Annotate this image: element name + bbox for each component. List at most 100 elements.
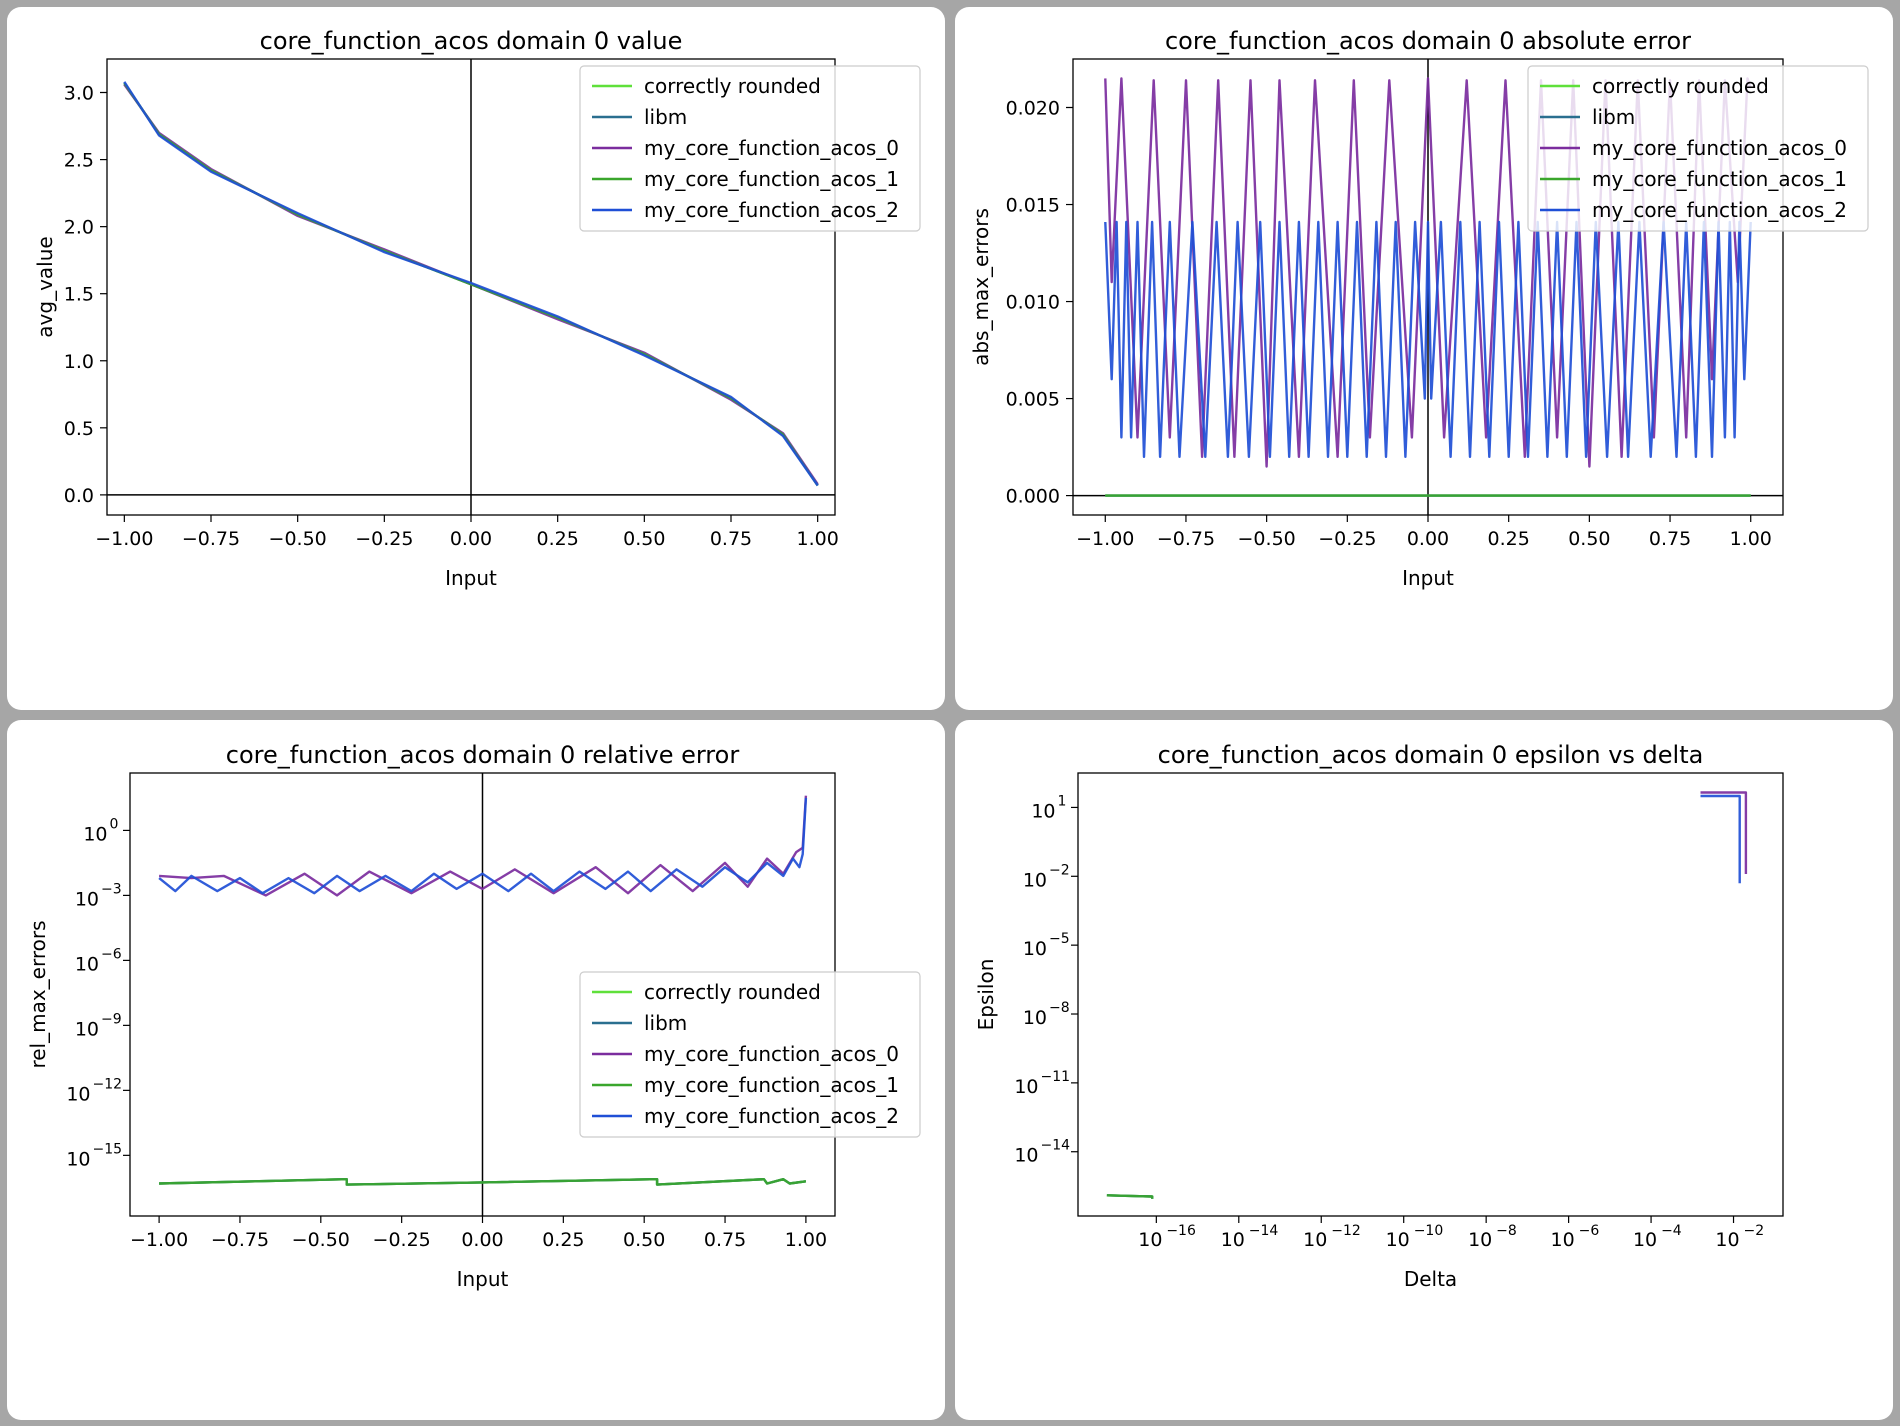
x-tick-label: −0.75 [1157, 528, 1215, 550]
y-tick-exponent: −6 [101, 946, 122, 962]
x-tick-label: −0.50 [1238, 528, 1296, 550]
y-tick-label: 10 [1014, 1076, 1038, 1098]
legend-box [579, 65, 921, 232]
relative-error-chart: core_function_acos domain 0 relative err… [26, 741, 921, 1291]
y-tick-label: 10 [1031, 800, 1055, 822]
legend-box [1527, 65, 1869, 232]
y-tick-exponent: −3 [101, 881, 122, 897]
y-tick-exponent: −5 [1049, 931, 1070, 947]
x-tick-label: −0.75 [182, 528, 240, 550]
x-tick-label: 0.00 [1407, 528, 1449, 550]
legend-label: libm [644, 1011, 687, 1035]
y-tick-exponent: −14 [1041, 1138, 1071, 1154]
x-tick-label: 10 [1221, 1229, 1245, 1251]
legend-label: my_core_function_acos_1 [1592, 167, 1847, 191]
x-tick-label: 0.25 [1488, 528, 1530, 550]
plot-frame [1077, 772, 1784, 1217]
legend-label: my_core_function_acos_2 [1592, 198, 1847, 222]
epsilon-vs-delta-chart: core_function_acos domain 0 epsilon vs d… [974, 741, 1784, 1291]
series-line-my-core-function-acos-2 [123, 81, 819, 487]
y-tick-label: 0.000 [1006, 486, 1060, 508]
series-line-my-core-function-acos-1 [1106, 1194, 1154, 1199]
x-axis-label: Input [445, 566, 497, 590]
x-tick-label: 0.25 [537, 528, 579, 550]
x-tick-label: −1.00 [1076, 528, 1134, 550]
x-axis-label: Input [457, 1267, 509, 1291]
series-line-my-core-function-acos-2 [1700, 794, 1741, 884]
x-tick-label: −0.25 [355, 528, 413, 550]
x-tick-exponent: −8 [1496, 1223, 1517, 1239]
y-tick-label: 0.005 [1006, 389, 1060, 411]
y-tick-exponent: −15 [93, 1141, 123, 1157]
x-tick-label: −0.75 [211, 1229, 269, 1251]
y-tick-label: 1.0 [64, 351, 94, 373]
y-tick-exponent: −2 [1049, 862, 1070, 878]
x-tick-label: 10 [1303, 1229, 1327, 1251]
x-tick-label: 1.00 [785, 1229, 827, 1251]
y-tick-exponent: −11 [1041, 1069, 1071, 1085]
x-tick-label: 0.00 [461, 1229, 503, 1251]
x-tick-exponent: −16 [1166, 1223, 1196, 1239]
plot-frame [106, 58, 836, 516]
legend-box [579, 971, 921, 1138]
x-tick-label: 10 [1386, 1229, 1410, 1251]
legend-label: my_core_function_acos_0 [1592, 136, 1847, 160]
y-tick-label: 0.015 [1006, 195, 1060, 217]
absolute-error-chart: core_function_acos domain 0 absolute err… [969, 27, 1869, 590]
x-tick-label: −1.00 [130, 1229, 188, 1251]
legend-label: my_core_function_acos_0 [644, 1042, 899, 1066]
legend-label: libm [1592, 105, 1635, 129]
x-tick-label: −1.00 [95, 528, 153, 550]
series-line-my-core-function-acos-0 [1700, 791, 1748, 874]
y-tick-label: 10 [75, 888, 99, 910]
y-axis-label: abs_max_errors [969, 208, 993, 366]
x-tick-label: 0.50 [623, 1229, 665, 1251]
y-tick-label: 10 [75, 1018, 99, 1040]
x-tick-label: 0.75 [704, 1229, 746, 1251]
x-tick-label: 0.50 [1568, 528, 1610, 550]
y-tick-label: 0.5 [64, 418, 94, 440]
y-axis-label: Epsilon [974, 959, 998, 1031]
x-tick-label: 0.00 [450, 528, 492, 550]
x-axis-label: Input [1402, 566, 1454, 590]
x-tick-label: 10 [1551, 1229, 1575, 1251]
legend-label: my_core_function_acos_2 [644, 1104, 899, 1128]
panel-value-chart: core_function_acos domain 0 value Input av… [7, 7, 945, 710]
panel-epsilon-vs-delta-chart: core_function_acos domain 0 epsilon vs d… [955, 720, 1893, 1420]
series-line-my-core-function-acos-2 [158, 797, 808, 895]
x-tick-label: 0.50 [623, 528, 665, 550]
x-tick-exponent: −10 [1414, 1223, 1444, 1239]
chart-title: core_function_acos domain 0 epsilon vs d… [1158, 741, 1704, 769]
x-tick-exponent: −14 [1249, 1223, 1279, 1239]
x-axis-label: Delta [1404, 1267, 1457, 1291]
y-tick-label: 10 [75, 953, 99, 975]
y-tick-label: 10 [66, 1083, 90, 1105]
y-tick-exponent: 1 [1058, 793, 1067, 809]
legend-label: my_core_function_acos_1 [644, 1073, 899, 1097]
x-tick-label: 10 [1715, 1229, 1739, 1251]
plot-frame [1072, 58, 1784, 516]
x-tick-label: 1.00 [1730, 528, 1772, 550]
x-tick-exponent: −6 [1579, 1223, 1600, 1239]
y-axis-label: rel_max_errors [26, 920, 50, 1068]
y-tick-label: 10 [83, 823, 107, 845]
y-tick-label: 10 [1023, 938, 1047, 960]
chart-title: core_function_acos domain 0 absolute err… [1165, 27, 1691, 55]
x-tick-label: 1.00 [797, 528, 839, 550]
x-tick-exponent: −4 [1661, 1223, 1682, 1239]
y-tick-exponent: −8 [1049, 1000, 1070, 1016]
y-tick-exponent: 0 [110, 816, 119, 832]
legend-label: correctly rounded [1592, 74, 1769, 98]
y-tick-label: 0.010 [1006, 292, 1060, 314]
y-tick-label: 10 [66, 1148, 90, 1170]
panel-relative-error-chart: core_function_acos domain 0 relative err… [7, 720, 945, 1420]
y-tick-label: 2.0 [64, 217, 94, 239]
x-tick-label: 0.75 [1649, 528, 1691, 550]
x-tick-label: 0.25 [542, 1229, 584, 1251]
panel-absolute-error-chart: core_function_acos domain 0 absolute err… [955, 7, 1893, 710]
x-tick-label: −0.25 [373, 1229, 431, 1251]
y-tick-exponent: −9 [101, 1011, 122, 1027]
x-tick-label: 10 [1633, 1229, 1657, 1251]
y-tick-label: 2.5 [64, 150, 94, 172]
